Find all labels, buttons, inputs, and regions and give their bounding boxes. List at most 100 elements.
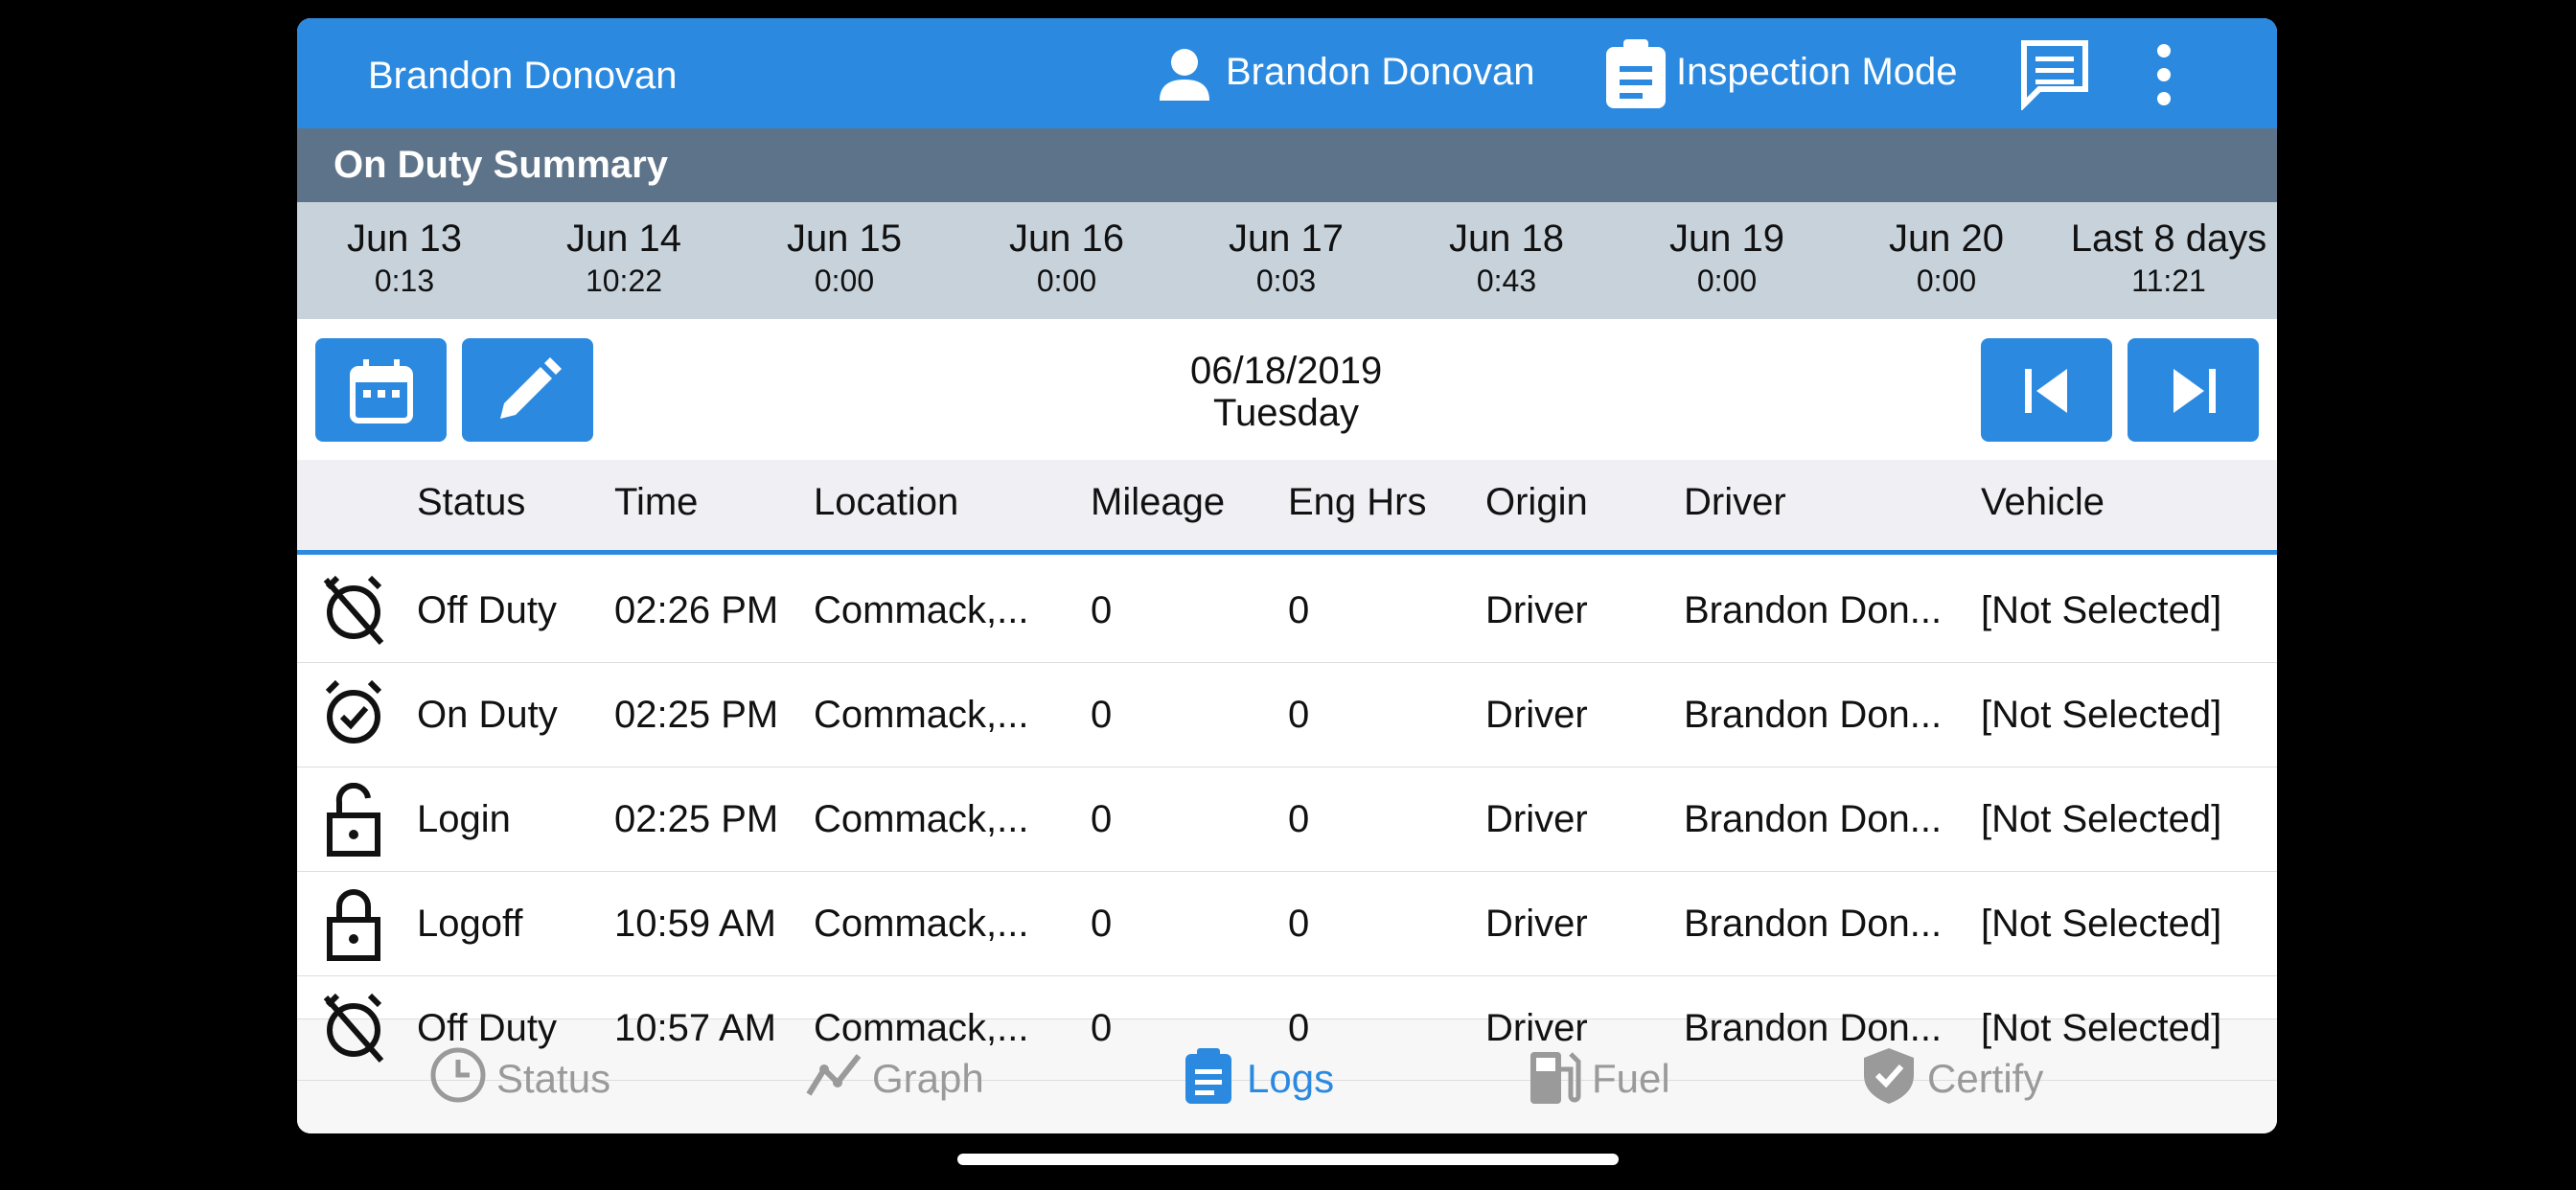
tab-icon [430,1047,486,1103]
cell: Brandon Don... [1684,694,1943,736]
log-date: 06/18/2019 [1190,350,1383,392]
status-icon [327,889,380,961]
day-hours[interactable]: 0:00 [1696,263,1758,298]
column-header: Eng Hrs [1288,481,1427,523]
cell: Commack,... [814,798,1029,840]
day-date[interactable]: Jun 13 [346,217,463,260]
tab-label[interactable]: Graph [872,1056,984,1101]
cell: 0 [1091,589,1113,631]
cell: Driver [1485,589,1588,631]
day-hours[interactable]: 0:13 [374,263,435,298]
cell: On Duty [417,694,558,736]
previous-button[interactable] [1981,338,2112,442]
status-icon [323,575,384,645]
cell: Brandon Don... [1684,589,1943,631]
day-hours[interactable]: 11:21 [2131,263,2206,298]
edit-button[interactable] [462,338,593,442]
menu-icon[interactable] [2152,41,2175,108]
day-hours[interactable]: 0:00 [1916,263,1977,298]
user-icon [1160,49,1209,101]
cell: [Not Selected] [1981,589,2222,631]
table-row[interactable]: Off Duty 02:26 PM Commack,... 0 0 Driver Brand… [297,559,2277,663]
header-user[interactable]: Brandon Donovan [1226,51,1535,93]
table-row[interactable]: Off Duty 10:57 AM Commack,... 0 0 Driver Brand… [297,976,2277,1081]
tab-bar [297,1018,2277,1133]
summary-title: On Duty Summary [334,144,668,186]
tab-icon [1864,1048,1914,1104]
tab-label[interactable]: Status [496,1056,611,1101]
table-row[interactable]: Login 02:25 PM Commack,... 0 0 Driver Brandon … [297,767,2277,872]
cell: Login [417,798,511,840]
cell: Commack,... [814,694,1029,736]
next-button[interactable] [2128,338,2259,442]
column-header: Mileage [1091,481,1226,523]
cell: 0 [1091,694,1113,736]
cell: 02:26 PM [614,589,779,631]
cell: Off Duty [417,1007,557,1049]
cell: [Not Selected] [1981,798,2222,840]
day-hours[interactable]: 0:00 [1036,263,1097,298]
day-date[interactable]: Last 8 days [2070,217,2267,260]
cell: Commack,... [814,903,1029,945]
cell: 0 [1288,1007,1310,1049]
day-date[interactable]: Jun 20 [1888,217,2005,260]
day-hours[interactable]: 10:22 [585,263,663,298]
days-strip [297,202,2277,319]
tab-label[interactable]: Logs [1247,1056,1335,1101]
cell: 10:57 AM [614,1007,777,1049]
day-date[interactable]: Jun 17 [1228,217,1345,260]
column-header: Location [814,481,959,523]
day-date[interactable]: Jun 19 [1668,217,1785,260]
cell: Brandon Don... [1684,903,1943,945]
header-bar [297,18,2277,128]
cell: 0 [1091,1007,1113,1049]
cell: Commack,... [814,589,1029,631]
day-hours[interactable]: 0:03 [1255,263,1317,298]
cell: Brandon Don... [1684,798,1943,840]
cell: Driver [1485,798,1588,840]
day-hours[interactable]: 0:43 [1476,263,1537,298]
column-header: Driver [1684,481,1786,523]
cell: 02:25 PM [614,694,779,736]
cell: Brandon Don... [1684,1007,1943,1049]
cell: 0 [1288,903,1310,945]
day-date[interactable]: Jun 15 [786,217,903,260]
column-header: Time [614,481,699,523]
table-row[interactable]: Logoff 10:59 AM Commack,... 0 0 Driver Brandon… [297,872,2277,976]
cell: [Not Selected] [1981,1007,2222,1049]
status-icon [323,993,384,1063]
cell: Commack,... [814,1007,1029,1049]
day-hours[interactable]: 0:00 [814,263,875,298]
calendar-button[interactable] [315,338,447,442]
status-icon [327,783,380,857]
cell: 0 [1288,589,1310,631]
tab-label[interactable]: Certify [1927,1056,2044,1101]
day-date[interactable]: Jun 14 [565,217,682,260]
cell: Logoff [417,903,523,945]
header-title: Brandon Donovan [368,55,678,97]
header-mode[interactable]: Inspection Mode [1676,51,1958,93]
cell: Off Duty [417,589,557,631]
day-date[interactable]: Jun 18 [1448,217,1565,260]
summary-bar [297,128,2277,202]
column-header: Vehicle [1981,481,2104,523]
cell: 02:25 PM [614,798,779,840]
cell: [Not Selected] [1981,903,2222,945]
column-header: Status [417,481,526,523]
cell: Driver [1485,1007,1588,1049]
home-indicator [957,1154,1619,1165]
inspection-icon [1606,39,1666,108]
status-icon [325,679,382,744]
tab-icon [1185,1048,1231,1104]
tab-label[interactable]: Fuel [1592,1056,1670,1101]
message-icon[interactable] [2018,37,2091,110]
day-date[interactable]: Jun 16 [1008,217,1125,260]
log-weekday: Tuesday [1213,392,1359,434]
cell: 0 [1288,694,1310,736]
cell: 0 [1091,798,1113,840]
column-header: Origin [1485,481,1588,523]
cell: Driver [1485,903,1588,945]
table-row[interactable]: On Duty 02:25 PM Commack,... 0 0 Driver Brando… [297,663,2277,767]
table-header [297,460,2277,555]
